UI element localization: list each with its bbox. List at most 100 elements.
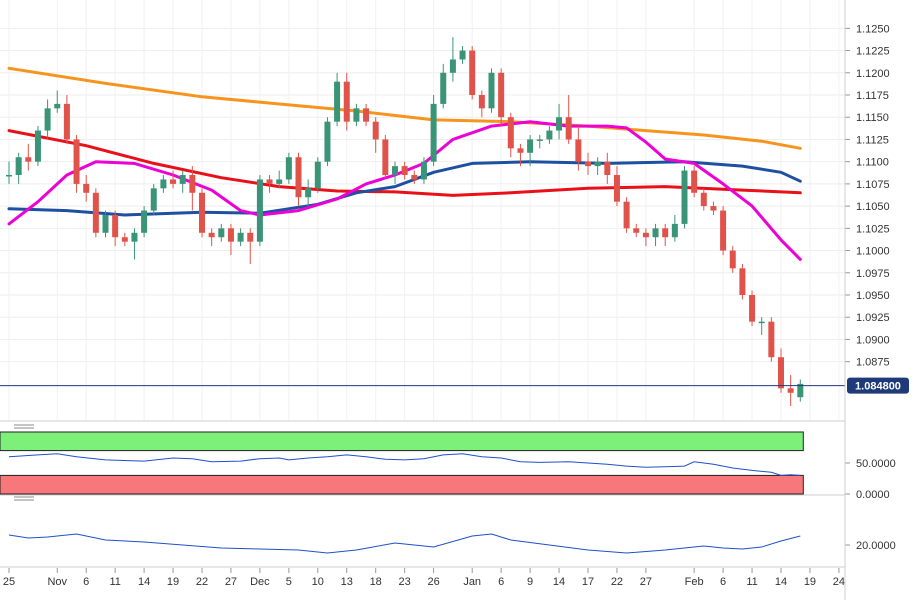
candle (613, 166, 620, 207)
candle (44, 99, 51, 140)
date-tick-label: 22 (196, 576, 208, 588)
indicator-line (8, 533, 801, 554)
candle (334, 72, 341, 127)
price-tick-label: 1.0900 (856, 334, 890, 346)
date-axis: 25 Nov 6 11 14 19 22 27 Dec 5 10 13 18 23 26 Jan 6 9 14 17 2… (3, 568, 845, 588)
candle (6, 161, 12, 184)
date-tick-label: 27 (640, 576, 652, 588)
candle (575, 126, 582, 171)
candle (768, 317, 775, 362)
last-price-badge: 1.084800 (847, 377, 909, 394)
candle (363, 103, 370, 127)
candle (247, 228, 254, 264)
candle (382, 135, 389, 180)
date-tick-label: 18 (370, 576, 382, 588)
candle (488, 68, 495, 113)
price-tick-label: 1.1175 (856, 90, 889, 102)
price-tick-label: 1.1200 (856, 68, 890, 80)
oscillator-tick-label: 0.0000 (856, 489, 890, 501)
moving-average-line (7, 66, 802, 150)
date-tick-label: Jan (463, 576, 481, 588)
candle (652, 223, 659, 247)
price-tick-label: 1.0950 (856, 290, 890, 302)
price-tick-label: 1.0875 (856, 357, 890, 369)
moving-average-line (7, 120, 802, 261)
candle (266, 175, 273, 193)
candle (749, 290, 756, 327)
panel-resize-handle[interactable] (14, 424, 34, 429)
candle (720, 206, 727, 255)
candle (34, 126, 41, 167)
candle (392, 161, 398, 184)
candle (121, 232, 128, 247)
candle (546, 126, 553, 144)
candle (63, 95, 70, 144)
panel-resize-handle[interactable] (14, 496, 34, 501)
candle (237, 228, 244, 247)
candle (170, 170, 177, 189)
candle (729, 246, 736, 273)
candle (420, 157, 427, 184)
date-tick-label: 23 (399, 576, 411, 588)
candle (700, 188, 707, 211)
price-tick-label: 1.1025 (856, 223, 890, 235)
candle (642, 228, 649, 247)
candle (691, 166, 698, 198)
candle (565, 95, 572, 144)
candle (681, 166, 688, 229)
price-tick-label: 1.1150 (856, 112, 889, 124)
candle (112, 210, 119, 247)
candle (227, 223, 234, 255)
candle (92, 188, 99, 238)
price-tick-label: 1.1100 (856, 157, 889, 169)
price-tick-label: 1.1050 (856, 201, 890, 213)
candle (150, 183, 157, 215)
oversold-zone (0, 474, 804, 495)
candle (633, 223, 640, 238)
oscillator-panel-1: 50.0000 0.0000 (0, 431, 896, 501)
candle (671, 215, 678, 242)
candle (179, 170, 186, 193)
candle (710, 201, 717, 215)
candle (478, 90, 485, 118)
candle (189, 166, 196, 211)
date-tick-label: 19 (804, 576, 816, 588)
candle (372, 117, 379, 153)
candle (411, 170, 418, 184)
price-tick-label: 1.1075 (856, 179, 890, 191)
candle (787, 375, 794, 407)
candle (343, 72, 350, 131)
price-tick-label: 1.0925 (856, 312, 890, 324)
candle (256, 175, 263, 247)
date-tick-label: Feb (685, 576, 704, 588)
candle (73, 135, 80, 193)
date-tick-label: 25 (3, 576, 15, 588)
candle (353, 103, 360, 127)
candle (15, 152, 22, 184)
candle (440, 63, 447, 109)
overbought-zone (0, 431, 804, 452)
candle (604, 152, 611, 184)
candle (556, 103, 563, 140)
date-tick-label: 6 (720, 576, 726, 588)
candle (295, 152, 302, 207)
date-tick-label: Nov (47, 576, 67, 588)
indicator-tick-label: 20.0000 (856, 540, 896, 552)
date-tick-label: 6 (498, 576, 504, 588)
candle (623, 197, 630, 233)
oscillator-tick-label: 50.0000 (856, 458, 896, 470)
price-gridlines (0, 0, 845, 422)
date-tick-label: 5 (286, 576, 292, 588)
candle (305, 179, 312, 207)
candle (430, 95, 437, 167)
candle (276, 170, 283, 189)
candle (218, 223, 225, 242)
price-axis: 1.1250 1.1225 1.1200 1.1175 1.1150 1.1125 1.11… (845, 23, 890, 369)
candle (449, 37, 456, 82)
candlestick-series (6, 37, 804, 407)
date-tick-label: 9 (527, 576, 533, 588)
price-tick-label: 1.1225 (856, 46, 890, 58)
candle (324, 117, 331, 167)
date-tick-label: 14 (775, 576, 787, 588)
date-tick-label: 10 (312, 576, 324, 588)
